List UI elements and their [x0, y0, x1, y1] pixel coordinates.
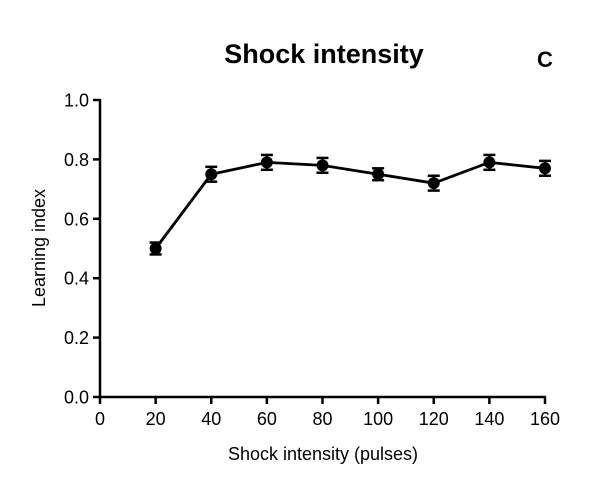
y-axis-label: Learning index: [29, 189, 49, 307]
x-tick-label: 80: [312, 409, 332, 429]
x-axis-ticks: 0 20 40 60 80 100 120 140 160: [95, 397, 560, 429]
y-tick-label: 0.8: [64, 150, 89, 170]
data-point: [483, 156, 496, 169]
data-point: [260, 156, 273, 169]
x-tick-label: 40: [201, 409, 221, 429]
data-point: [316, 159, 329, 172]
x-tick-label: 160: [530, 409, 560, 429]
series-line: [154, 160, 546, 250]
data-point: [539, 162, 551, 175]
y-tick-label: 0.2: [64, 328, 89, 348]
x-axis-label: Shock intensity (pulses): [228, 444, 418, 464]
y-tick-label: 0.4: [64, 269, 89, 289]
y-axis-ticks: 0.0 0.2 0.4 0.6 0.8 1.0: [64, 91, 100, 408]
data-point: [372, 168, 385, 181]
x-tick-label: 140: [474, 409, 504, 429]
y-tick-label: 0.0: [64, 388, 89, 408]
y-tick-label: 1.0: [64, 91, 89, 111]
x-tick-label: 100: [363, 409, 393, 429]
chart-title: Shock intensity: [224, 39, 424, 69]
panel-label: C: [537, 47, 553, 72]
data-point: [427, 177, 440, 190]
series-learning-index: [149, 153, 551, 256]
y-tick-label: 0.6: [64, 209, 89, 229]
data-point: [205, 168, 218, 181]
data-point: [149, 242, 162, 255]
x-tick-label: 120: [419, 409, 449, 429]
x-tick-label: 20: [146, 409, 166, 429]
x-tick-label: 60: [257, 409, 277, 429]
x-tick-label: 0: [95, 409, 105, 429]
